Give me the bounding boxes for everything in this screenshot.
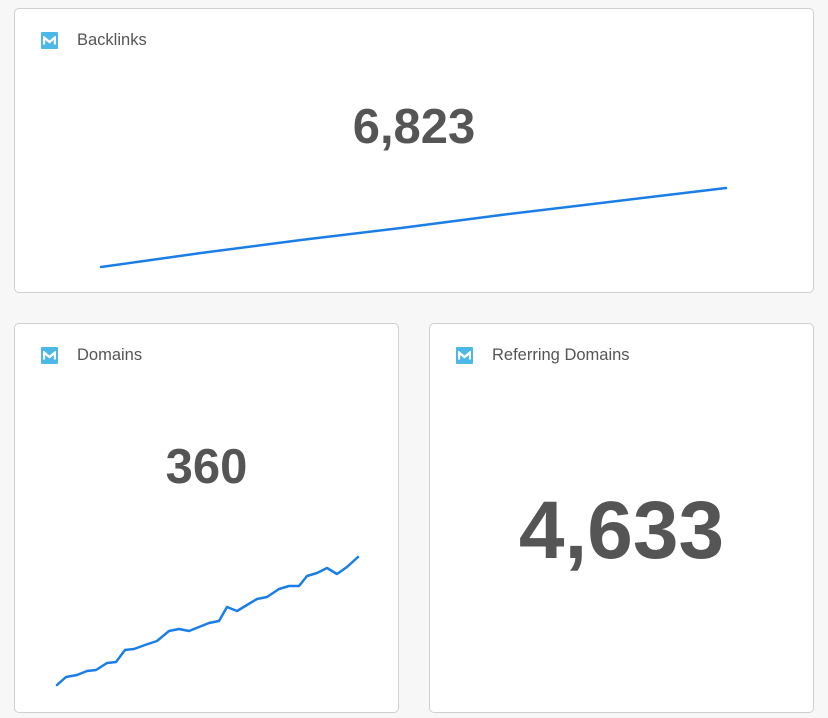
domains-card-header: Domains [41, 346, 142, 365]
domains-sparkline [55, 555, 360, 687]
backlinks-value: 6,823 [352, 100, 476, 154]
referring-domains-title: Referring Domains [492, 346, 630, 364]
referring-domains-card: Referring Domains 4,633 [429, 323, 814, 713]
backlinks-card-header: Backlinks [41, 31, 147, 50]
referring-domains-card-header: Referring Domains [456, 346, 630, 365]
brand-m-logo-icon [41, 32, 58, 49]
domains-value: 360 [165, 440, 248, 494]
backlinks-card: Backlinks 6,823 [14, 8, 814, 293]
domains-card: Domains 360 [14, 323, 399, 713]
backlinks-title: Backlinks [77, 31, 147, 49]
backlinks-sparkline [99, 186, 728, 269]
brand-m-logo-icon [456, 347, 473, 364]
brand-m-logo-icon [41, 347, 58, 364]
referring-domains-value: 4,633 [518, 485, 725, 576]
domains-title: Domains [77, 346, 143, 364]
